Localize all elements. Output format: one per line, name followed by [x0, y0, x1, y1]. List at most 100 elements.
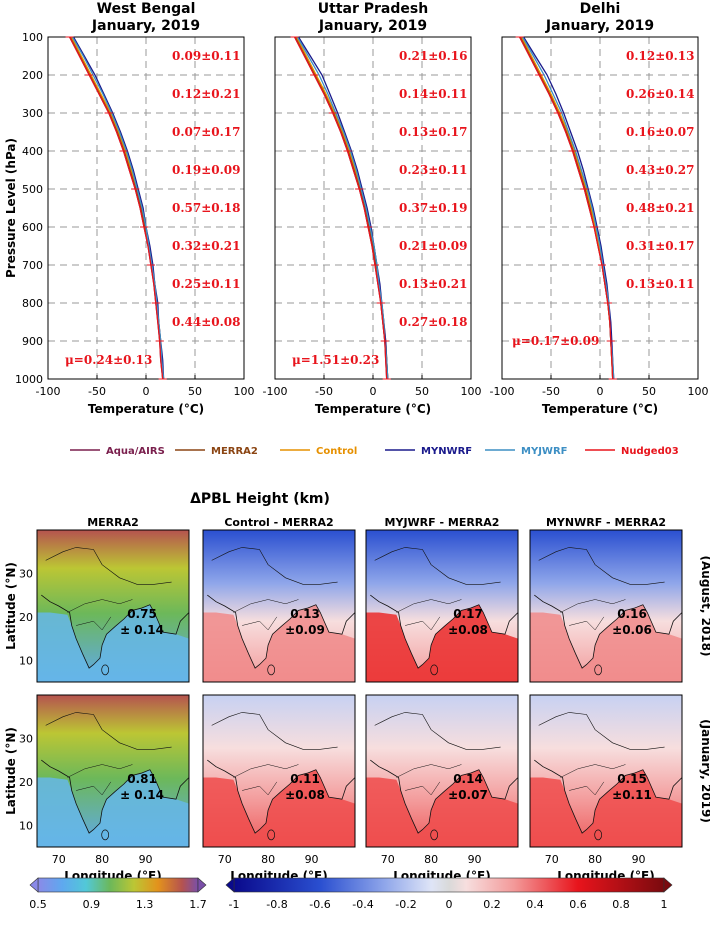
mean-value: 0.15 [617, 772, 647, 786]
x-axis-label: Temperature (°C) [315, 402, 431, 416]
state-border [67, 764, 133, 778]
x-tick-label: 100 [688, 385, 709, 398]
legend-label: MYNWRF [421, 446, 472, 457]
colorbar-difference: -1 -0.8 -0.6 -0.4 -0.2 0 0.2 0.4 0.6 0.8 1 [225, 877, 673, 911]
x-tick-label: -50 [88, 385, 106, 398]
border-line [538, 547, 665, 585]
island-outline [594, 829, 603, 841]
coastline [370, 695, 519, 834]
map-frame [36, 529, 190, 683]
map-y-tick-label: 20 [19, 611, 33, 624]
y-axis-label: Pressure Level (hPa) [4, 138, 18, 278]
map-x-tick-label: 90 [468, 853, 482, 866]
ocean-field [366, 769, 518, 847]
map-x-tick-label: 70 [52, 853, 66, 866]
mean-value: 0.14 [453, 772, 483, 786]
x-tick-label: 100 [234, 385, 255, 398]
std-value: ±0.08 [285, 788, 325, 802]
pbl-title: ΔPBL Height (km) [190, 491, 330, 507]
series-line-merra2 [69, 36, 164, 380]
coastline [207, 695, 356, 834]
island-outline [430, 829, 439, 841]
colorbar-tick-label: -0.2 [395, 898, 416, 911]
series-line-myjwrf [71, 36, 165, 380]
ocean-field [37, 769, 189, 847]
state-border [405, 616, 441, 631]
ocean-field [530, 769, 682, 847]
rmse-label: 0.27±0.18 [399, 315, 468, 329]
map-panel: 0.13 ±0.09 [202, 529, 356, 683]
std-value: ±0.08 [448, 623, 488, 637]
rmse-label: 0.09±0.11 [172, 49, 241, 63]
state-border [242, 616, 278, 631]
colorbar-tick-label: 0.9 [83, 898, 101, 911]
mean-value: 0.17 [453, 607, 483, 621]
rmse-label: 0.23±0.11 [399, 163, 468, 177]
legend: Aqua/AIRS MERRA2 Control MYNWRF MYJWRF Nudged… [70, 446, 679, 457]
mean-value: 0.13 [290, 607, 320, 621]
state-border [560, 764, 626, 778]
rmse-label: 0.07±0.17 [172, 125, 241, 139]
rmse-label: 0.44±0.08 [172, 315, 241, 329]
colorbar-tick-label: -1 [229, 898, 240, 911]
y-tick-label: 100 [22, 31, 43, 44]
x-tick-label: -50 [315, 385, 333, 398]
map-frame [36, 694, 190, 848]
colorbar-tick-label: 0 [446, 898, 453, 911]
map-y-tick-label: 30 [19, 567, 33, 580]
island-outline [101, 829, 110, 841]
map-x-tick-label: 70 [381, 853, 395, 866]
series-line-control [70, 36, 165, 380]
map-frame [529, 694, 683, 848]
colorbar-tick-label: -0.4 [352, 898, 373, 911]
island-outline [594, 664, 603, 676]
island-outline [430, 664, 439, 676]
colorbar-absolute: 0.5 0.9 1.3 1.7 [29, 877, 207, 911]
x-tick-label: 0 [597, 385, 604, 398]
state-border [233, 599, 299, 613]
map-x-tick-label: 80 [588, 853, 602, 866]
series-line-nudged03 [519, 36, 614, 380]
series-line-merra2 [295, 36, 389, 380]
std-value: ±0.09 [285, 623, 325, 637]
legend-label: MERRA2 [211, 446, 258, 457]
map-x-tick-label: 80 [261, 853, 275, 866]
map-frame [365, 529, 519, 683]
y-tick-label: 200 [22, 69, 43, 82]
colorbar-tick-label: -0.6 [309, 898, 330, 911]
rmse-label: 0.14±0.11 [399, 87, 468, 101]
legend-label: Control [316, 446, 357, 457]
rmse-label: 0.13±0.11 [626, 277, 695, 291]
x-tick-label: -100 [263, 385, 288, 398]
border-line [374, 712, 501, 750]
map-column-title: MERRA2 [87, 516, 139, 529]
coastline [41, 695, 190, 834]
state-border [405, 781, 441, 796]
map-y-tick-label: 10 [19, 819, 33, 832]
map-frame [529, 529, 683, 683]
map-column-title: MYNWRF - MERRA2 [546, 516, 666, 529]
y-tick-label: 800 [22, 297, 43, 310]
colorbar-tick-label: 0.8 [612, 898, 630, 911]
colorbar-tick-label: 0.4 [526, 898, 544, 911]
series-line-mynwrf [72, 36, 165, 380]
state-border [76, 616, 112, 631]
x-axis-label: Temperature (°C) [542, 402, 658, 416]
rmse-label: 0.48±0.21 [626, 201, 695, 215]
colorbar-tick-label: 1.7 [189, 898, 207, 911]
ocean-field [366, 604, 518, 682]
map-y-axis-label: Latitude (°N) [4, 562, 18, 650]
ocean-field [530, 604, 682, 682]
map-column-title: MYJWRF - MERRA2 [385, 516, 500, 529]
border-line [211, 712, 338, 750]
mean-label: μ=0.24±0.13 [65, 353, 152, 367]
series-line-mynwrf [297, 36, 389, 380]
border-line [45, 712, 172, 750]
border-line [374, 547, 501, 585]
rmse-label: 0.37±0.19 [399, 201, 468, 215]
panel-subtitle: January, 2019 [91, 18, 200, 34]
